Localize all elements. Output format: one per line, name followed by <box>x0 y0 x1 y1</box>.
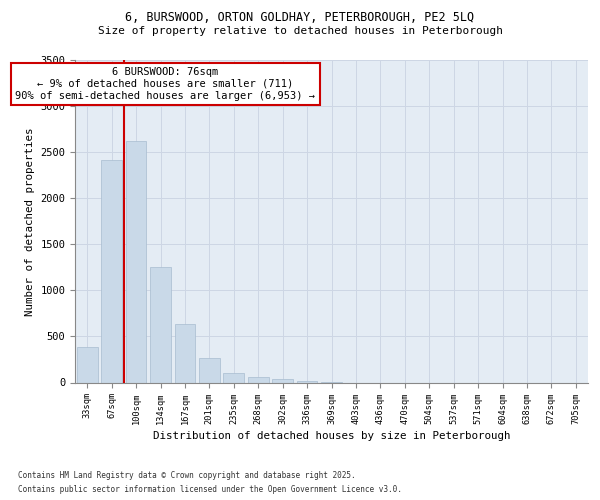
Bar <box>223 373 244 382</box>
Text: 6, BURSWOOD, ORTON GOLDHAY, PETERBOROUGH, PE2 5LQ: 6, BURSWOOD, ORTON GOLDHAY, PETERBOROUGH… <box>125 11 475 24</box>
Bar <box>248 378 269 382</box>
Bar <box>199 358 220 382</box>
Bar <box>125 141 146 382</box>
Bar <box>77 346 98 382</box>
Text: Contains public sector information licensed under the Open Government Licence v3: Contains public sector information licen… <box>18 484 402 494</box>
Text: Contains HM Land Registry data © Crown copyright and database right 2025.: Contains HM Land Registry data © Crown c… <box>18 471 356 480</box>
Text: 6 BURSWOOD: 76sqm
← 9% of detached houses are smaller (711)
90% of semi-detached: 6 BURSWOOD: 76sqm ← 9% of detached house… <box>16 68 316 100</box>
Bar <box>101 160 122 382</box>
Y-axis label: Number of detached properties: Number of detached properties <box>25 127 35 316</box>
Bar <box>150 268 171 382</box>
Bar <box>272 379 293 382</box>
Text: Size of property relative to detached houses in Peterborough: Size of property relative to detached ho… <box>97 26 503 36</box>
Bar <box>296 380 317 382</box>
X-axis label: Distribution of detached houses by size in Peterborough: Distribution of detached houses by size … <box>153 430 510 440</box>
Bar <box>175 324 196 382</box>
